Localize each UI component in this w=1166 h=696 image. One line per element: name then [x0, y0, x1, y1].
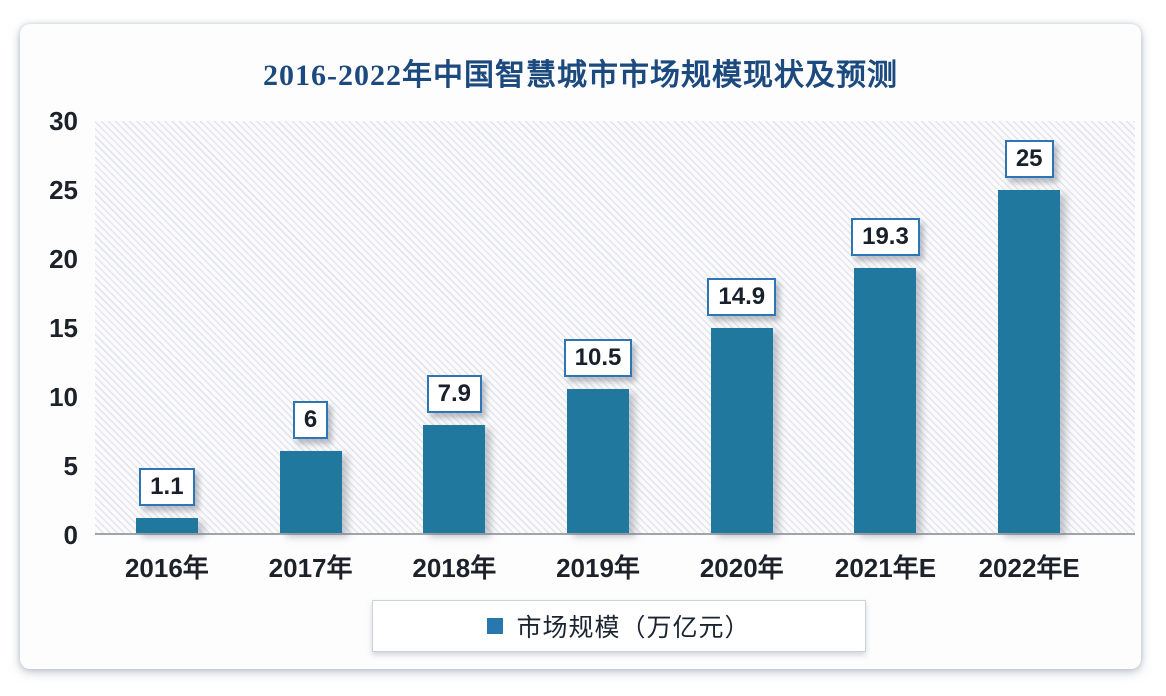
x-tick-label: 2020年 — [699, 553, 784, 583]
bar-column-2019: 10.5 — [526, 121, 670, 533]
legend-label: 市场规模（万亿元） — [516, 614, 751, 642]
value-label-box: 6 — [292, 400, 329, 439]
value-label-box: 1.1 — [139, 467, 195, 506]
value-label-box: 25 — [1004, 139, 1054, 178]
value-label: 25 — [1015, 144, 1043, 172]
bar-2019 — [567, 388, 630, 533]
bar-2018 — [423, 424, 486, 533]
value-label: 19.3 — [862, 222, 909, 250]
plot-area: 1.1 6 7.9 10.5 14.9 19.3 — [95, 121, 1135, 535]
x-tick-label: 2016年 — [124, 553, 209, 583]
bar-2016 — [135, 517, 198, 533]
bar-column-2022e: 25 — [957, 121, 1101, 533]
legend: 市场规模（万亿元） — [372, 600, 866, 652]
y-tick-label: 5 — [63, 451, 78, 481]
bar-2022e — [998, 189, 1061, 533]
y-axis: 30 25 20 15 10 5 0 — [20, 108, 78, 548]
chart-card: 2016-2022年中国智慧城市市场规模现状及预测 30 25 20 15 10… — [20, 24, 1141, 669]
bar-column-2018: 7.9 — [382, 121, 526, 533]
bar-column-2016: 1.1 — [95, 121, 239, 533]
legend-marker-icon — [487, 618, 504, 634]
value-label-box: 7.9 — [426, 374, 482, 413]
value-label: 1.1 — [150, 472, 184, 500]
bar-column-2021e: 19.3 — [814, 121, 958, 533]
x-tick-label: 2018年 — [412, 553, 497, 583]
x-axis: 2016年 2017年 2018年 2019年 2020年 2021年E 202… — [95, 548, 1135, 585]
value-label: 14.9 — [718, 283, 766, 311]
value-label: 10.5 — [574, 343, 622, 371]
value-label-box: 19.3 — [851, 217, 920, 256]
y-tick-label: 20 — [49, 244, 78, 274]
y-tick-label: 0 — [63, 520, 78, 550]
x-tick-label: 2017年 — [268, 553, 353, 583]
y-tick-label: 25 — [49, 175, 78, 205]
bar-column-2020: 14.9 — [670, 121, 814, 533]
value-label-box: 10.5 — [563, 338, 633, 377]
bar-2021e — [854, 267, 917, 533]
value-label: 6 — [303, 405, 318, 433]
value-label-box: 14.9 — [707, 278, 777, 317]
bar-column-2017: 6 — [239, 121, 383, 533]
bars-row: 1.1 6 7.9 10.5 14.9 19.3 — [95, 121, 1135, 533]
chart-title: 2016-2022年中国智慧城市市场规模现状及预测 — [263, 59, 898, 92]
x-tick-label: 2022年E — [978, 553, 1080, 583]
y-tick-label: 15 — [49, 313, 78, 343]
y-tick-label: 10 — [49, 382, 78, 412]
bar-2017 — [279, 450, 342, 533]
x-tick-label: 2021年E — [834, 553, 937, 583]
y-tick-label: 30 — [49, 106, 78, 136]
x-tick-label: 2019年 — [556, 553, 640, 583]
bar-2020 — [710, 328, 773, 533]
value-label: 7.9 — [437, 379, 471, 407]
